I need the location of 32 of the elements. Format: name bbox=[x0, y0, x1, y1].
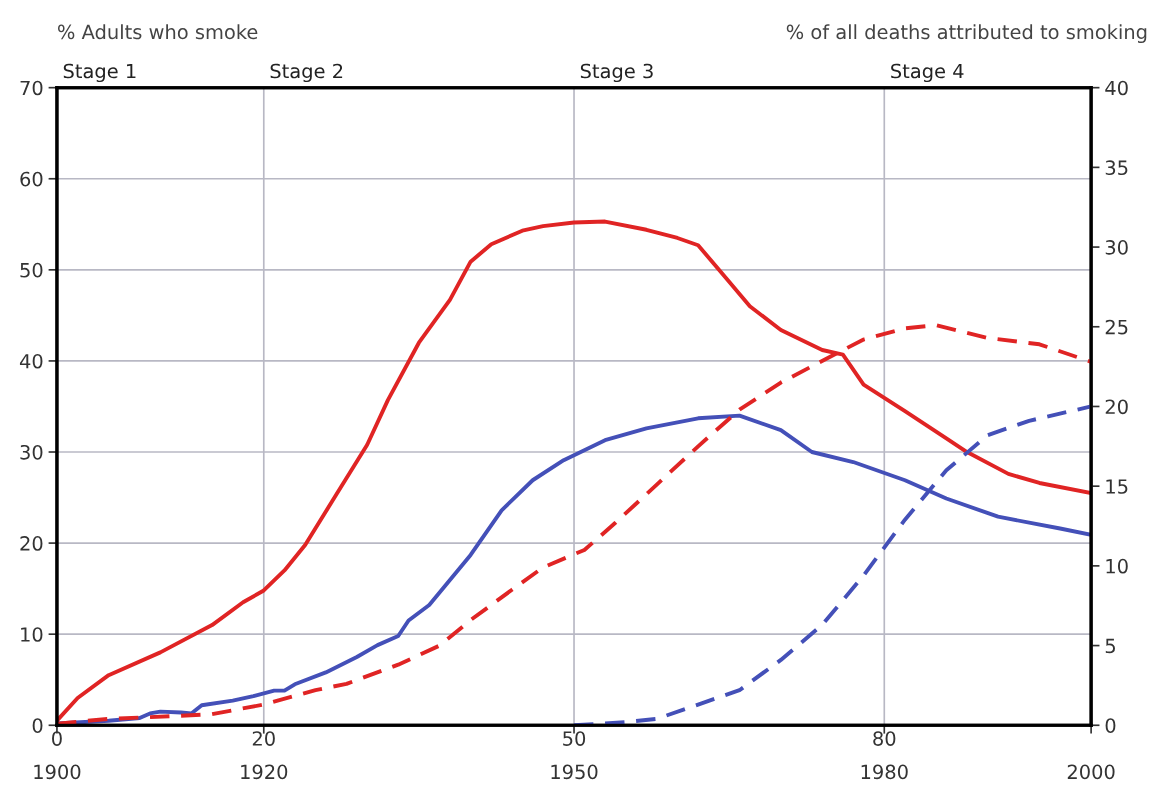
y-tick-label: 30 bbox=[20, 444, 43, 460]
y2-tick-label: 0 bbox=[1105, 718, 1116, 733]
text: Stage 1 bbox=[63, 63, 136, 83]
x2-tick-label: 20 bbox=[252, 731, 275, 746]
text: Stage 3 bbox=[580, 63, 653, 83]
x-tick-label: 1900 bbox=[34, 764, 81, 780]
y2-tick-label: 35 bbox=[1105, 160, 1128, 176]
x2-tick-label: 50 bbox=[563, 731, 586, 746]
x-tick-label: 2000 bbox=[1067, 764, 1115, 780]
y2-tick-label: 40 bbox=[1105, 80, 1128, 96]
text: Stage 4 bbox=[891, 63, 964, 83]
y-axis-title: % Adults who smoke bbox=[58, 24, 258, 40]
x2-tick-label: 80 bbox=[873, 731, 896, 746]
y-tick-label: 40 bbox=[19, 353, 43, 369]
y2-tick-label: 15 bbox=[1106, 479, 1128, 494]
y2-tick-label: 20 bbox=[1105, 399, 1128, 415]
y2-tick-label: 5 bbox=[1105, 638, 1115, 654]
x-tick-label: 1950 bbox=[551, 764, 598, 780]
x-tick-label: 1920 bbox=[241, 764, 288, 780]
y-tick-label: 20 bbox=[20, 536, 43, 551]
y-tick-label: 50 bbox=[20, 262, 43, 278]
y-tick-label: 0 bbox=[32, 718, 43, 733]
y2-tick-label: 25 bbox=[1105, 319, 1128, 335]
x-tick-label: 1980 bbox=[861, 764, 908, 780]
text: Stage 2 bbox=[270, 63, 343, 83]
x2-tick-label: 0 bbox=[52, 731, 62, 746]
y-tick-label: 60 bbox=[20, 171, 43, 187]
y-tick-label: 70 bbox=[20, 80, 43, 96]
y2-axis-title: % of all deaths attributed to smoking bbox=[786, 24, 1147, 44]
y-tick-label: 10 bbox=[21, 627, 43, 642]
y2-tick-label: 10 bbox=[1106, 558, 1128, 574]
y2-tick-label: 30 bbox=[1105, 240, 1128, 255]
